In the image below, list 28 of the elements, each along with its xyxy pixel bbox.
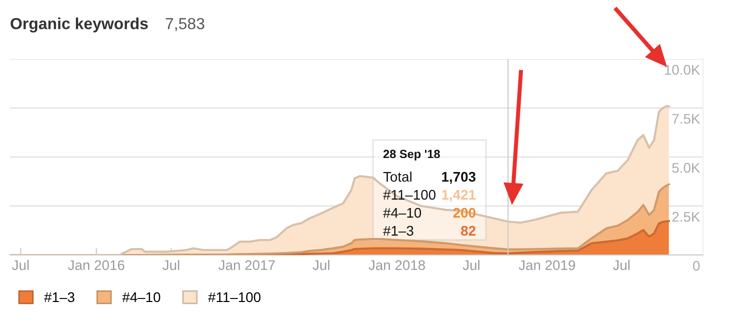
legend-label: #11–100 bbox=[208, 292, 260, 302]
annotation: 82 bbox=[460, 226, 476, 236]
chart-title: Organic keywords bbox=[10, 18, 148, 32]
x-tick-label: Jul bbox=[162, 260, 180, 270]
chart-subtitle: 7,583 bbox=[166, 18, 204, 32]
annotation: 28 Sep '18 bbox=[383, 150, 440, 161]
annotation: #1–3 bbox=[383, 226, 414, 236]
x-tick-label: Jan 2016 bbox=[68, 260, 124, 270]
annotation: 200 bbox=[453, 208, 476, 218]
annotation: Total bbox=[383, 172, 412, 182]
annotation: #11–100 bbox=[383, 190, 436, 200]
y-tick-label: 2.5K bbox=[672, 212, 700, 222]
x-tick-label: Jul bbox=[12, 260, 29, 270]
x-tick-label: Jul bbox=[462, 260, 480, 270]
x-tick-label: Jul bbox=[312, 260, 330, 270]
legend-label: #1–3 bbox=[44, 292, 74, 302]
y-tick-label: 5.0K bbox=[672, 162, 700, 173]
y-tick-label: 0 bbox=[693, 260, 700, 271]
legend-label: #4–10 bbox=[122, 292, 160, 302]
x-tick-label: Jan 2017 bbox=[218, 260, 275, 270]
annotation: 1,703 bbox=[442, 172, 476, 184]
annotation: 1,421 bbox=[442, 190, 476, 202]
x-tick-label: Jan 2018 bbox=[368, 260, 425, 270]
x-tick-label: Jan 2019 bbox=[518, 260, 576, 270]
annotation: #4–10 bbox=[383, 208, 422, 218]
x-tick-label: Jul bbox=[612, 260, 630, 270]
y-tick-label: 7.5K bbox=[672, 114, 700, 124]
y-tick-label: 10.0K bbox=[664, 64, 700, 75]
